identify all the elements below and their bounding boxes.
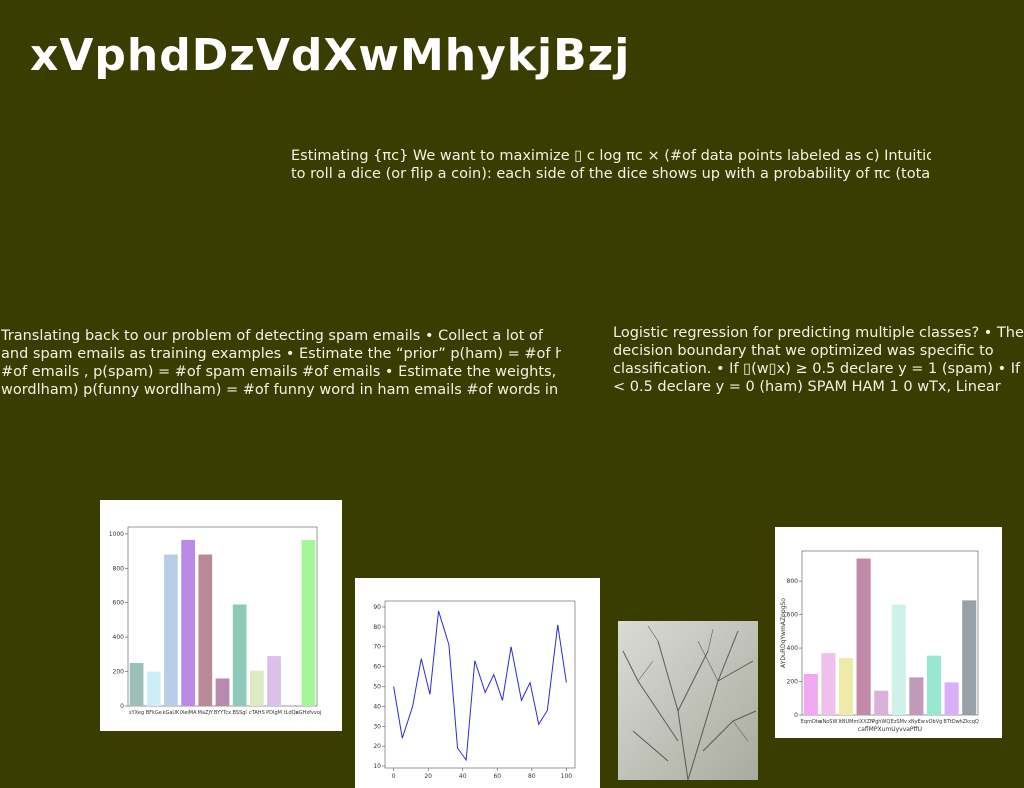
bar (129, 662, 144, 706)
x-tick-label: xNyEw (908, 719, 925, 725)
plot-frame (801, 550, 979, 716)
x-tick-label: 0 (392, 773, 396, 780)
y-tick-label: 400 (113, 634, 125, 641)
y-tick-label: 0 (794, 712, 798, 719)
x-tick-label: EzSMv (891, 719, 907, 725)
x-tick-label: BSSgl (233, 710, 247, 716)
x-tick-label: BYYTcx (214, 710, 231, 716)
y-tick-label: 90 (373, 604, 381, 611)
paragraph: Logistic regression for predicting multi… (613, 324, 1024, 396)
x-tick-label: MaZJY (198, 710, 214, 716)
y-tick-label: 70 (373, 644, 381, 651)
chart-image: 10 20 30 40 50 60 70 80 90 0 20 40 60 80 100 (355, 578, 600, 788)
text-line: Logistic regression for predicting multi… (613, 325, 1024, 341)
x-tick-label: 40 (459, 773, 467, 780)
y-tick-label: 30 (373, 723, 381, 730)
bar (926, 655, 942, 715)
bar (301, 539, 316, 706)
x-tick-label: 60 (493, 773, 501, 780)
y-tick-label: 80 (373, 624, 381, 631)
x-tick-label: PDIgM (266, 710, 282, 716)
y-tick-label: 600 (113, 600, 125, 607)
title: xVphdDzVdXwMhykjBzj (30, 30, 631, 81)
bar (944, 682, 959, 715)
x-tick-label: 80 (528, 773, 536, 780)
text-line: and spam emails as training examples • E… (1, 346, 561, 362)
bar (267, 656, 281, 706)
plot-frame (384, 600, 576, 769)
bar (838, 658, 854, 715)
x-tick-label: iXeiMA (180, 710, 197, 716)
x-tick-label: cTAHS (249, 710, 265, 716)
text-line: decision boundary that we optimized was … (613, 343, 994, 359)
x-tick-label: ItBUM (839, 719, 854, 725)
text-line: #of emails , p(spam) = #of spam emails #… (1, 364, 561, 380)
bar (962, 600, 977, 715)
bar (198, 554, 213, 706)
x-tick-label: aNoSW (819, 719, 837, 725)
bar (891, 604, 906, 715)
paragraph: Estimating {πc} We want to maximize ▯ c … (291, 147, 931, 183)
bar (164, 554, 178, 706)
y-tick-label: 0 (120, 703, 124, 710)
x-tick-label: kGaUK (163, 710, 180, 716)
y-tick-label: 800 (787, 578, 799, 585)
bar (181, 539, 196, 706)
text-line: wordlham) p(funny wordlham) = #of funny … (1, 382, 559, 398)
y-tick-label: 200 (787, 679, 799, 686)
x-tick-label: BTtDw (943, 719, 959, 725)
text-line: Translating back to our problem of detec… (1, 328, 544, 344)
bar (874, 690, 889, 715)
x-tick-label: vObVg (926, 719, 943, 725)
bar (146, 671, 161, 706)
y-axis-label: AYDuRDqYwmAZppgSo (780, 598, 787, 668)
y-tick-label: 1000 (109, 531, 124, 538)
y-tick-label: 200 (113, 669, 125, 676)
bar (232, 604, 247, 706)
y-tick-label: 800 (113, 565, 125, 572)
x-tick-label: sYXeg (129, 710, 144, 716)
y-tick-label: 400 (787, 645, 799, 652)
line (393, 610, 567, 762)
bar (909, 677, 924, 715)
x-tick-label: aGHxfvvoj (296, 710, 322, 716)
x-axis-label: caflMPXumUyvvaPffU (858, 726, 922, 733)
y-tick-label: 10 (373, 763, 381, 770)
bar (215, 678, 230, 706)
photo (618, 621, 758, 780)
x-tick-label: BFkGe (146, 710, 162, 716)
y-tick-label: 50 (373, 683, 381, 690)
paragraph: Translating back to our problem of detec… (1, 327, 561, 399)
text-line: Estimating {πc} We want to maximize ▯ c … (291, 148, 931, 164)
x-tick-label: 100 (561, 773, 573, 780)
x-tick-label: EqmDte (801, 719, 821, 725)
y-tick-label: 40 (373, 703, 381, 710)
x-tick-label: hZkcqQ (960, 719, 979, 725)
x-tick-label: 20 (424, 773, 432, 780)
x-tick-label: PghWQ (872, 719, 890, 725)
text-line: classification. • If ▯(w▯x) ≥ 0.5 declar… (613, 361, 1021, 377)
text-line: to roll a dice (or flip a coin): each si… (291, 166, 931, 182)
y-tick-label: 600 (787, 612, 799, 619)
bar (821, 653, 836, 715)
chart-image: 0 200 400 600 800 1000 sYXeg BFkGe kGaUK iXeiMA Ma… (100, 500, 342, 731)
text-line: < 0.5 declare y = 0 (ham) SPAM HAM 1 0 w… (613, 379, 1001, 395)
bar (856, 558, 871, 715)
bar (803, 674, 818, 715)
y-tick-label: 60 (373, 664, 381, 671)
y-tick-label: 20 (373, 743, 381, 750)
x-tick-label: mIXXZN (853, 719, 874, 725)
bar (249, 670, 264, 706)
x-tick-label: tLdQu (284, 710, 299, 716)
